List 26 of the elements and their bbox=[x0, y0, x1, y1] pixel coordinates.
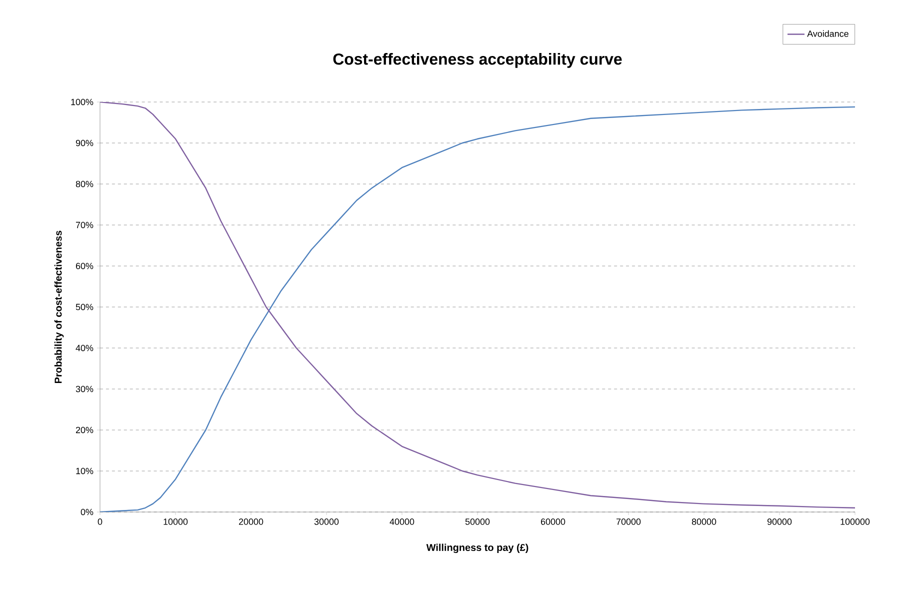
y-tick-label: 40% bbox=[76, 344, 94, 352]
x-tick-label: 40000 bbox=[390, 518, 414, 525]
y-tick-label: 90% bbox=[76, 140, 94, 146]
x-tick-label: 60000 bbox=[540, 518, 566, 525]
x-tick-label: 50000 bbox=[465, 518, 490, 525]
y-tick-label: 70% bbox=[76, 222, 94, 228]
y-tick-label: 30% bbox=[76, 386, 94, 392]
y-tick-label: 100% bbox=[71, 98, 94, 106]
x-tick-label: 100000 bbox=[840, 518, 870, 525]
legend-label: Avoidance bbox=[807, 30, 848, 37]
x-tick-label: 90000 bbox=[767, 518, 792, 525]
x-tick-label: 0 bbox=[98, 518, 102, 525]
chart-title: Cost-effectiveness acceptability curve bbox=[333, 53, 622, 68]
y-tick-label: 80% bbox=[76, 180, 94, 188]
x-tick-label: 70000 bbox=[616, 518, 641, 525]
y-tick-label: 20% bbox=[76, 426, 94, 434]
y-axis-title: Probability of cost-effectiveness bbox=[54, 230, 64, 384]
x-tick-label: 80000 bbox=[692, 518, 716, 525]
y-tick-label: 60% bbox=[76, 262, 94, 270]
y-tick-label: 50% bbox=[76, 304, 94, 310]
y-tick-label: 10% bbox=[76, 468, 94, 474]
x-tick-label: 20000 bbox=[238, 518, 264, 525]
x-axis-title: Willingness to pay (£) bbox=[426, 544, 528, 554]
y-tick-label: 0% bbox=[80, 508, 94, 516]
x-tick-label: 10000 bbox=[164, 518, 188, 525]
x-tick-label: 30000 bbox=[314, 518, 339, 525]
